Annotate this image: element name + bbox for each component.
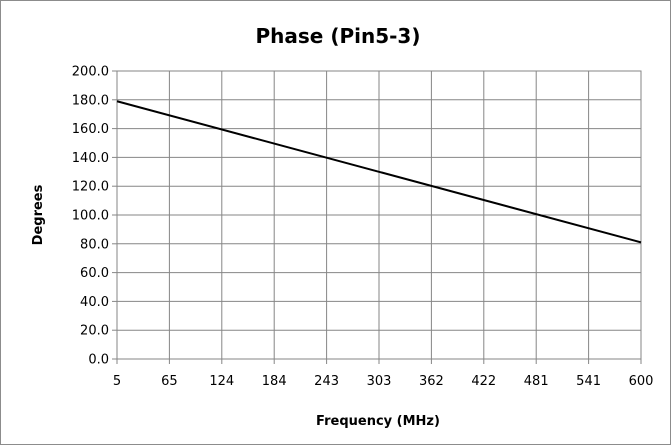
- grid-lines: [116, 70, 642, 360]
- series-line: [116, 100, 642, 244]
- y-tick-label: 0.0: [88, 353, 109, 368]
- y-tick-label: 40.0: [80, 295, 109, 310]
- x-tick-label: 541: [576, 374, 601, 389]
- y-tick-label: 180.0: [72, 93, 109, 108]
- y-tick-label: 100.0: [72, 209, 109, 224]
- y-tick-label: 200.0: [72, 65, 109, 80]
- x-tick-label: 303: [367, 374, 392, 389]
- x-tick-label: 243: [314, 374, 339, 389]
- y-axis-ticks: 0.0 20.0 40.0 60.0 80.0 100.0 120.0 140.0 160.0 1…: [72, 65, 117, 368]
- y-tick-label: 20.0: [80, 324, 109, 339]
- x-axis-title: Frequency (MHz): [316, 414, 440, 429]
- x-tick-label: 124: [209, 374, 234, 389]
- x-tick-label: 184: [262, 374, 287, 389]
- y-tick-label: 80.0: [80, 237, 109, 252]
- series-group: [116, 100, 642, 244]
- x-tick-label: 481: [524, 374, 549, 389]
- y-tick-label: 140.0: [72, 151, 109, 166]
- y-tick-label: 120.0: [72, 180, 109, 195]
- x-axis-ticks: 5 65 124 184 243 303 362 422 481 541 600: [113, 359, 654, 389]
- y-tick-label: 160.0: [72, 122, 109, 137]
- x-tick-label: 362: [419, 374, 444, 389]
- x-tick-label: 600: [629, 374, 654, 389]
- x-tick-label: 422: [471, 374, 496, 389]
- x-tick-label: 65: [161, 374, 178, 389]
- y-axis-title: Degrees: [31, 184, 46, 245]
- chart-title: Phase (Pin5-3): [256, 24, 421, 48]
- y-tick-label: 60.0: [80, 266, 109, 281]
- x-tick-label: 5: [113, 374, 121, 389]
